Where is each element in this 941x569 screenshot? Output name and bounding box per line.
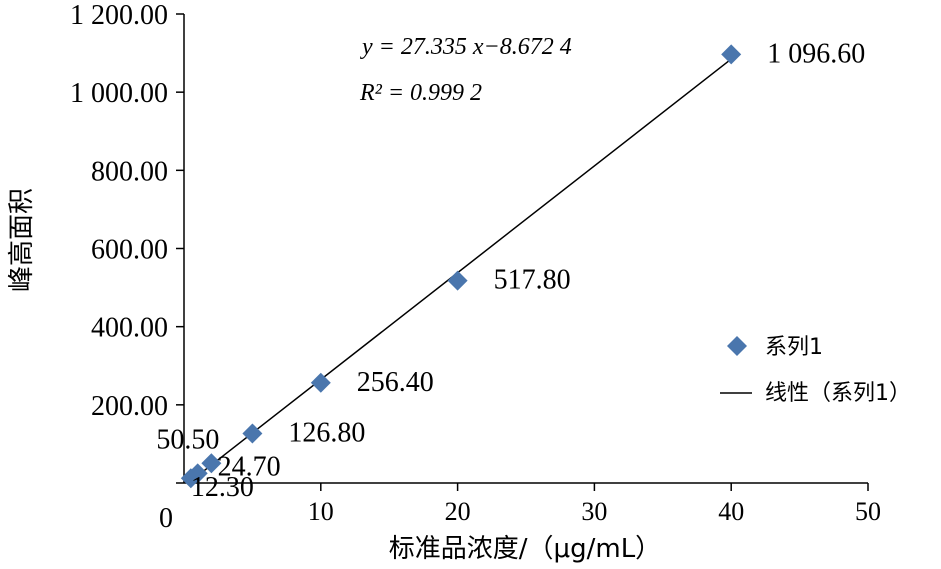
legend: 系列1 线性（系列1） (720, 335, 911, 406)
legend-label-trendline: 线性（系列1） (765, 381, 911, 406)
x-tick-label: 40 (718, 497, 744, 526)
x-tick-label: 10 (308, 497, 334, 526)
data-label: 126.80 (288, 417, 365, 448)
y-tick-label: 1 200.00 (70, 0, 168, 31)
y-tick-label: 800.00 (91, 156, 168, 187)
trendline (190, 58, 732, 482)
data-label: 24.70 (218, 451, 281, 482)
series-markers (180, 44, 742, 489)
x-tick-label: 50 (855, 497, 881, 526)
data-point-marker (201, 453, 222, 474)
y-tick-label: 400.00 (91, 313, 168, 344)
data-point-marker (242, 423, 263, 444)
r-squared-line: R² = 0.999 2 (359, 80, 482, 106)
x-axis-title: 标准品浓度/（μg/mL） (389, 534, 661, 564)
data-point-marker (447, 270, 468, 291)
data-point-marker (310, 372, 331, 393)
x-axis-ticks: 0 10 20 30 40 50 (159, 483, 881, 534)
data-label: 50.50 (156, 424, 219, 455)
plot-area: 200.00 400.00 600.00 800.00 1 000.00 1 200.00… (70, 0, 881, 534)
legend-label-series: 系列1 (765, 335, 823, 360)
y-axis-title: 峰高面积 (7, 188, 37, 292)
equation-line: y = 27.335 x−8.672 4 (360, 34, 572, 60)
y-axis-ticks: 200.00 400.00 600.00 800.00 1 000.00 1 200.00 (70, 0, 184, 484)
y-tick-label: 600.00 (91, 235, 168, 266)
data-label: 1 096.60 (767, 38, 865, 69)
legend-marker-diamond (727, 336, 747, 356)
x-tick-label: 20 (445, 497, 471, 526)
data-point-marker (187, 463, 208, 484)
y-tick-label: 200.00 (91, 391, 168, 422)
data-label: 12.30 (191, 472, 254, 503)
y-tick-label: 1 000.00 (70, 78, 168, 109)
regression-equation: y = 27.335 x−8.672 4 R² = 0.999 2 (359, 34, 572, 106)
x-tick-label: 0 (159, 503, 173, 534)
x-tick-label: 30 (581, 497, 607, 526)
data-label: 256.40 (357, 367, 434, 398)
data-label: 517.80 (494, 265, 571, 296)
data-point-marker (721, 44, 742, 65)
